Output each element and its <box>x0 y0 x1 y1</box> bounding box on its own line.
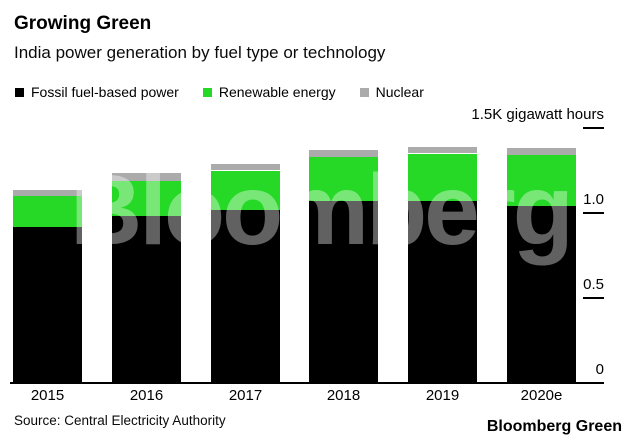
bar-segment-2017-fossil-fuel-based-power <box>211 209 280 383</box>
y-tick-label: 0 <box>595 361 604 378</box>
y-tick-mark <box>583 127 604 129</box>
legend-label: Fossil fuel-based power <box>31 84 179 100</box>
x-axis-label: 2019 <box>425 387 460 404</box>
bar-segment-2017-nuclear <box>211 163 280 171</box>
y-tick-label: 0.5 <box>583 276 604 293</box>
x-axis-label: 2017 <box>228 387 263 404</box>
legend-item: Fossil fuel-based power <box>15 84 179 100</box>
legend-label: Renewable energy <box>218 84 336 100</box>
bar-segment-2016-nuclear <box>112 173 181 181</box>
legend-label: Nuclear <box>375 84 424 100</box>
bar-segment-2015-renewable-energy <box>13 196 82 227</box>
x-axis-label: 2016 <box>129 387 164 404</box>
y-tick-label: 1.0 <box>583 191 604 208</box>
bar-segment-2015-nuclear <box>13 190 82 196</box>
bar-segment-2016-fossil-fuel-based-power <box>112 216 181 383</box>
x-axis-label: 2020e <box>520 387 563 404</box>
source-note: Source: Central Electricity Authority <box>14 413 226 428</box>
bar-segment-2018-nuclear <box>309 150 378 157</box>
bar-segment-2019-nuclear <box>408 146 477 154</box>
x-axis-label: 2015 <box>30 387 65 404</box>
legend-item: Renewable energy <box>202 84 336 100</box>
x-axis-label: 2018 <box>326 387 361 404</box>
y-tick-label: 1.5K gigawatt hours <box>471 106 604 123</box>
bar-segment-2015-fossil-fuel-based-power <box>13 226 82 383</box>
legend-item: Nuclear <box>359 84 424 100</box>
legend: Fossil fuel-based power Renewable energy N… <box>15 84 424 100</box>
y-tick-mark <box>583 297 604 299</box>
bar-segment-2019-fossil-fuel-based-power <box>408 201 477 383</box>
bar-segment-2018-renewable-energy <box>309 156 378 202</box>
bar-segment-2020e-renewable-energy <box>507 155 576 207</box>
bar-segment-2020e-nuclear <box>507 147 576 156</box>
bar-segment-2016-renewable-energy <box>112 180 181 217</box>
brand-logo: Bloomberg Green <box>486 418 622 435</box>
bar-segment-2020e-fossil-fuel-based-power <box>507 206 576 383</box>
chart-title: Growing Green <box>14 13 152 34</box>
bar-segment-2018-fossil-fuel-based-power <box>309 201 378 383</box>
legend-swatch-icon <box>15 87 24 97</box>
legend-swatch-icon <box>202 87 212 97</box>
bar-segment-2017-renewable-energy <box>211 170 280 210</box>
legend-swatch-icon <box>359 87 369 97</box>
x-axis-line <box>10 382 604 384</box>
chart-subtitle: India power generation by fuel type or t… <box>14 43 386 62</box>
y-tick-mark <box>583 212 604 214</box>
bar-segment-2019-renewable-energy <box>408 153 477 202</box>
